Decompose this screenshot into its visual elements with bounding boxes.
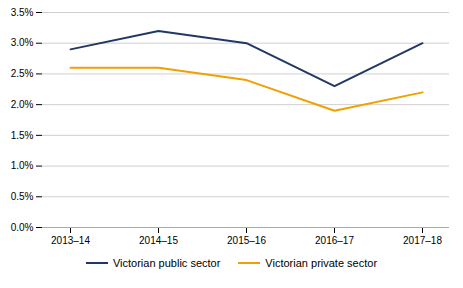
svg-text:3.5%: 3.5% [11,7,34,18]
svg-text:2014–15: 2014–15 [139,235,178,246]
svg-text:0.0%: 0.0% [11,222,34,233]
svg-text:2013–14: 2013–14 [51,235,90,246]
svg-text:2017–18: 2017–18 [403,235,442,246]
svg-text:1.5%: 1.5% [11,130,34,141]
svg-text:2.0%: 2.0% [11,99,34,110]
html-text:Victorian public sector: Victorian public sector [113,257,221,269]
svg-text:2016–17: 2016–17 [315,235,354,246]
html-text:Victorian private sector: Victorian private sector [265,257,377,269]
svg-text:0.5%: 0.5% [11,191,34,202]
svg-text:2.5%: 2.5% [11,68,34,79]
svg-text:1.0%: 1.0% [11,160,34,171]
svg-text:3.0%: 3.0% [11,37,34,48]
svg-text:2015–16: 2015–16 [227,235,266,246]
